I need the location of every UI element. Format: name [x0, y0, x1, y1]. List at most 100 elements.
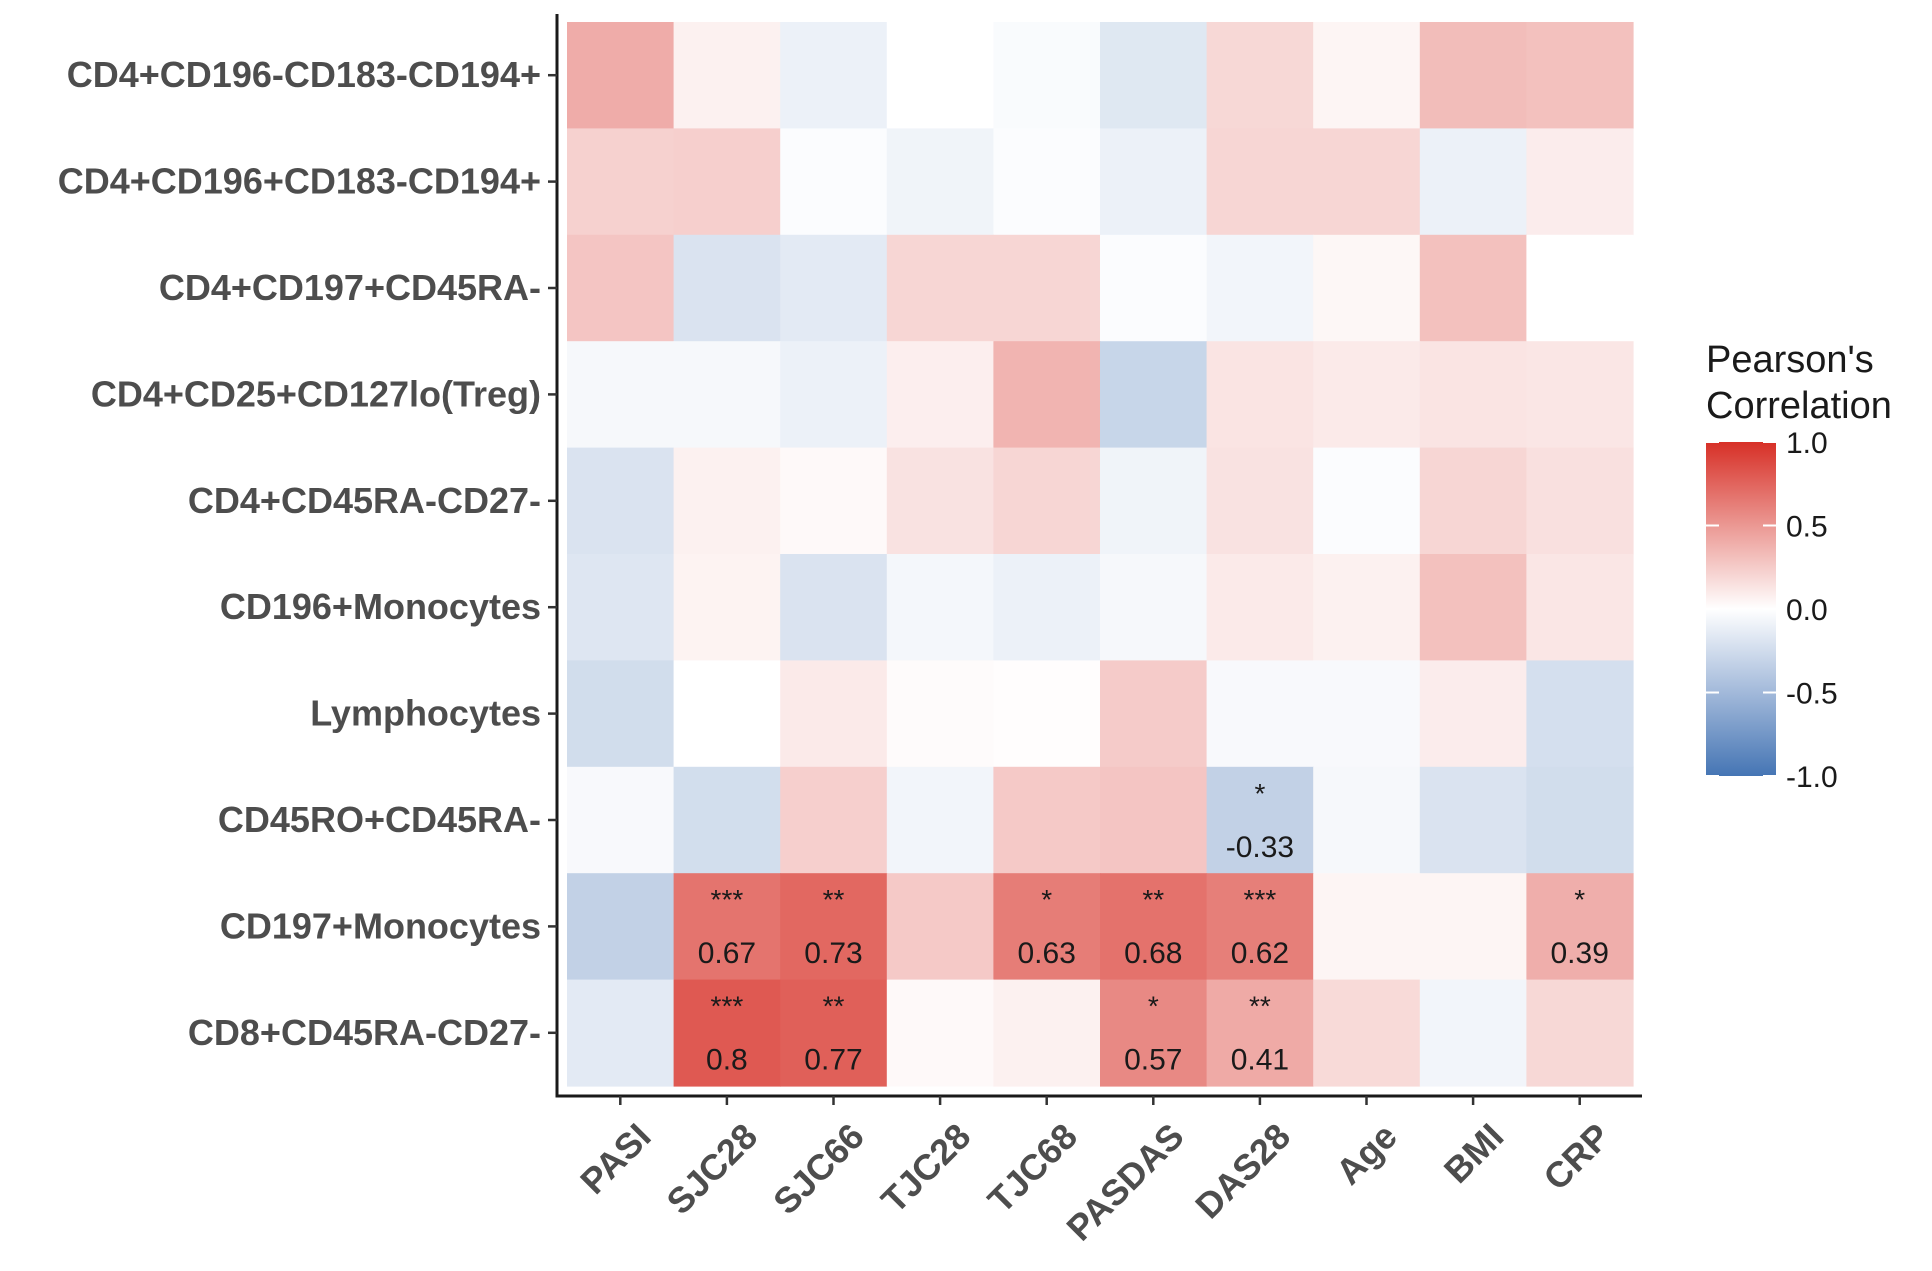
heatmap-cell	[993, 22, 1101, 129]
heatmap-cell	[780, 341, 888, 449]
heatmap-cell	[1100, 22, 1208, 129]
cell-significance: *	[1254, 778, 1265, 809]
heatmap-cell	[886, 22, 994, 129]
cell-significance: **	[1249, 991, 1271, 1022]
row-label: CD8+CD45RA-CD27-	[188, 1012, 541, 1053]
heatmap-cell	[567, 766, 675, 874]
column-label: TJC28	[873, 1115, 978, 1220]
heatmap-cell	[780, 873, 888, 981]
legend-title-line2: Correlation	[1706, 385, 1892, 427]
heatmap-cell	[1526, 128, 1634, 236]
legend-tick-label: 1.0	[1786, 427, 1828, 460]
heatmap-cell	[1100, 873, 1208, 981]
heatmap-cell	[567, 447, 675, 555]
heatmap-cell	[1526, 979, 1634, 1087]
cell-value-label: 0.39	[1551, 937, 1609, 970]
cell-significance: ***	[711, 991, 744, 1022]
heatmap-cell	[780, 979, 888, 1087]
heatmap-cell	[886, 234, 994, 342]
heatmap-cell	[1526, 447, 1634, 555]
heatmap-cell	[1313, 341, 1421, 449]
heatmap-cell	[1526, 341, 1634, 449]
row-labels: CD4+CD196-CD183-CD194+ CD4+CD196+CD183-CD…	[58, 54, 557, 1053]
heatmap-cell	[1313, 554, 1421, 661]
column-label: Age	[1328, 1115, 1405, 1192]
row-label: CD196+Monocytes	[220, 586, 541, 627]
cell-significance: **	[823, 884, 845, 915]
heatmap-cell	[567, 234, 675, 342]
heatmap-cell	[567, 660, 675, 768]
heatmap-cell	[567, 128, 675, 236]
heatmap-cell	[1313, 979, 1421, 1087]
cell-value-label: 0.57	[1124, 1044, 1182, 1077]
heatmap-cell	[1206, 554, 1314, 661]
heatmap-cell	[780, 554, 888, 661]
row-label: CD4+CD25+CD127lo(Treg)	[91, 373, 541, 414]
heatmap-cell	[993, 234, 1101, 342]
row-label: Lymphocytes	[310, 693, 541, 734]
heatmap-cell	[673, 22, 781, 129]
legend-ticks: 1.0 0.5 0.0 -0.5 -1.0	[1706, 427, 1838, 794]
heatmap-cell	[1206, 979, 1314, 1087]
cell-significance: ***	[711, 884, 744, 915]
heatmap-cell	[886, 660, 994, 768]
heatmap-cell	[993, 554, 1101, 661]
row-label: CD4+CD197+CD45RA-	[159, 267, 541, 308]
cell-value-label: 0.62	[1231, 937, 1289, 970]
heatmap-cell	[886, 447, 994, 555]
cell-value-label: 0.41	[1231, 1044, 1289, 1077]
column-label: PASI	[572, 1115, 659, 1202]
heatmap-cell	[993, 447, 1101, 555]
cell-value-label: 0.8	[706, 1044, 748, 1077]
column-label: SJC28	[658, 1115, 765, 1222]
legend-tick-label: 0.0	[1786, 594, 1828, 627]
heatmap-cell	[673, 554, 781, 661]
heatmap-cell	[886, 873, 994, 981]
row-label: CD4+CD45RA-CD27-	[188, 480, 541, 521]
cell-significance: *	[1148, 991, 1159, 1022]
heatmap-cell	[673, 341, 781, 449]
legend-title-line1: Pearson's	[1706, 339, 1874, 381]
heatmap-cell	[1419, 979, 1527, 1087]
cell-significance: **	[823, 991, 845, 1022]
heatmap-cell	[1419, 234, 1527, 342]
heatmap-cell	[1100, 660, 1208, 768]
column-label: BMI	[1436, 1115, 1512, 1191]
row-label: CD4+CD196-CD183-CD194+	[67, 54, 541, 95]
cell-significance: **	[1142, 884, 1164, 915]
heatmap-cell	[673, 766, 781, 874]
cell-significance: ***	[1244, 884, 1277, 915]
heatmap-cell	[1526, 554, 1634, 661]
axes	[555, 14, 1642, 1098]
heatmap-cell	[1419, 128, 1527, 236]
heatmap-cell	[567, 873, 675, 981]
heatmap-cell	[1313, 128, 1421, 236]
heatmap-cell	[1206, 447, 1314, 555]
cell-value-label: 0.73	[804, 937, 862, 970]
heatmap-cells	[567, 22, 1634, 1087]
heatmap-cell	[1206, 766, 1314, 874]
heatmap-cell	[1526, 234, 1634, 342]
heatmap-cell	[1313, 766, 1421, 874]
heatmap-cell	[1526, 766, 1634, 874]
row-label: CD4+CD196+CD183-CD194+	[58, 161, 541, 202]
column-label: PASDAS	[1058, 1115, 1191, 1248]
heatmap-cell	[1419, 341, 1527, 449]
heatmap-cell	[1206, 341, 1314, 449]
heatmap-cell	[1206, 660, 1314, 768]
column-label: DAS28	[1187, 1115, 1298, 1226]
heatmap-cell	[993, 660, 1101, 768]
heatmap-cell	[1313, 447, 1421, 555]
column-label: TJC68	[980, 1115, 1085, 1220]
heatmap-cell	[673, 128, 781, 236]
cell-annotations: *-0.33***0.67**0.73*0.63**0.68***0.62*0.…	[698, 778, 1609, 1077]
heatmap-cell	[886, 979, 994, 1087]
heatmap-cell	[993, 979, 1101, 1087]
heatmap-cell	[1206, 873, 1314, 981]
heatmap-cell	[886, 341, 994, 449]
heatmap-cell	[673, 447, 781, 555]
heatmap-cell	[673, 873, 781, 981]
